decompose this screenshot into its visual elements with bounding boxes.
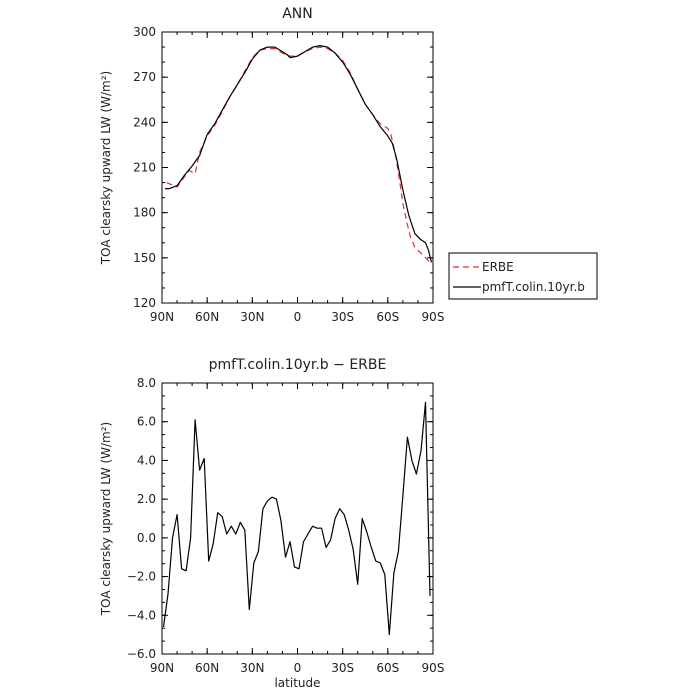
x-tick-label: 60S [376, 661, 399, 675]
series-line-1 [166, 46, 432, 265]
bottom-chart-panel: pmfT.colin.10yr.b − ERBE −6.0 −4.0 −2.0 0.0 2… [99, 357, 444, 690]
x-tick-label: 90S [422, 661, 445, 675]
y-tick-label: 6.0 [137, 415, 156, 429]
x-tick-label: 90N [150, 310, 174, 324]
top-chart-panel: ANN 120 150 180 210 240 270 300 90N 60N 30N 0 30S 60S… [99, 6, 444, 324]
y-tick-label: −6.0 [127, 647, 156, 661]
legend-label-2: pmfT.colin.10yr.b [482, 280, 585, 294]
plot-frame [161, 31, 434, 304]
y-axis-label: TOA clearsky upward LW (W/m²) [99, 71, 113, 265]
x-tick-label: 30S [331, 310, 354, 324]
y-tick-label: 300 [133, 25, 156, 39]
x-tick-label: 90N [150, 661, 174, 675]
x-tick-label: 90S [422, 310, 445, 324]
y-tick-label: 120 [133, 296, 156, 310]
y-tick-label: 0.0 [137, 531, 156, 545]
y-tick-label: 210 [133, 161, 156, 175]
y-tick-label: 150 [133, 251, 156, 265]
plot-frame [161, 382, 434, 655]
x-tick-label: 60S [376, 310, 399, 324]
x-tick-label: 0 [294, 310, 302, 324]
chart-title: pmfT.colin.10yr.b − ERBE [209, 357, 387, 373]
y-tick-label: 8.0 [137, 376, 156, 390]
x-tick-label: 30N [240, 661, 264, 675]
x-tick-label: 60N [195, 661, 219, 675]
x-tick-label: 60N [195, 310, 219, 324]
y-tick-label: −2.0 [127, 570, 156, 584]
legend-label-1: ERBE [482, 260, 514, 274]
legend: ERBE pmfT.colin.10yr.b [448, 252, 598, 300]
y-tick-label: 240 [133, 115, 156, 129]
x-axis-label: latitude [274, 676, 320, 690]
x-tick-label: 30S [331, 661, 354, 675]
x-tick-label: 30N [240, 310, 264, 324]
y-tick-label: 180 [133, 206, 156, 220]
chart-title: ANN [282, 6, 313, 22]
y-tick-label: 270 [133, 70, 156, 84]
legend-box [448, 252, 598, 300]
y-axis-label: TOA clearsky upward LW (W/m²) [99, 422, 113, 616]
y-tick-label: 2.0 [137, 492, 156, 506]
series-line-1 [162, 401, 431, 636]
y-tick-label: 4.0 [137, 453, 156, 467]
y-tick-label: −4.0 [127, 608, 156, 622]
series-line-2 [165, 44, 433, 263]
x-tick-label: 0 [294, 661, 302, 675]
